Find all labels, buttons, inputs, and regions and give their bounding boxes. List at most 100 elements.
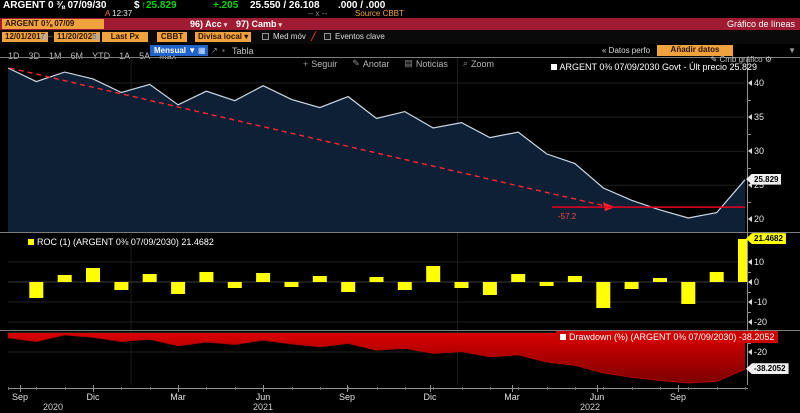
yields: .000 / .000: [338, 0, 386, 11]
moving-average-checkbox[interactable]: [262, 33, 269, 40]
range-button-5a[interactable]: 5A: [139, 51, 151, 61]
x-axis-minor-tick: [93, 387, 94, 390]
y-axis-tick-label: 0: [748, 277, 759, 287]
chart-tool-label: Noticias: [415, 58, 448, 69]
chart-tool-label: Seguir: [311, 58, 338, 69]
range-selector-row: 1D 3D 1M 6M YTD 1A 5A Máx Mensual ▼ ▦ ↗ ▪ Tabla…: [0, 44, 800, 61]
y-axis-minor-tick: [747, 272, 751, 273]
price-source: Source CBBT: [355, 9, 404, 18]
y-axis-line: [747, 57, 748, 389]
roc-series-legend[interactable]: ROC (1) (ARGENT 0⅜ 07/09/2030) 21.4682: [28, 237, 214, 247]
y-axis-minor-tick: [747, 342, 751, 344]
x-axis-minor-tick: [121, 387, 123, 390]
x-axis-minor-tick: [716, 387, 718, 390]
security-header-bar: ARGENT 0 ⅜ 07/09/30 $ ↑25.829 +.205 25.5…: [0, 0, 800, 18]
chevron-down-icon: ▾: [278, 22, 283, 29]
x-axis-minor-tick: [376, 387, 378, 390]
x-axis-minor-tick: [149, 387, 151, 390]
x-axis-minor-tick: [206, 387, 208, 390]
panel-separator: [0, 57, 800, 58]
date-from-input[interactable]: 12/01/2017: [2, 32, 49, 42]
x-axis-minor-tick: [234, 387, 236, 390]
y-axis-tick-label: 20: [748, 214, 764, 224]
x-axis-month-label: Mar: [504, 392, 520, 402]
session-time: A 12:37: [105, 9, 133, 18]
y-axis-minor-tick: [747, 168, 751, 170]
edit-chart-button[interactable]: ✎ Cmb gráfico ⚙: [710, 55, 772, 64]
chart-type-bar-icon[interactable]: ▦: [196, 45, 208, 56]
chevron-down-icon: ▾: [223, 22, 228, 29]
chart-tool-label: Zoom: [470, 58, 494, 69]
x-axis-tick: [596, 385, 598, 392]
session-flag: A: [105, 9, 110, 18]
y-axis-tick-label: -20: [748, 347, 767, 357]
moving-average-line-icon: ╱: [311, 32, 316, 41]
date-separator: –: [48, 32, 53, 41]
x-axis-minor-tick: [489, 387, 491, 390]
pricing-source-select[interactable]: CBBT: [157, 32, 187, 42]
range-button-ytd[interactable]: YTD: [92, 51, 111, 61]
price-chart-panel[interactable]: -57.2: [0, 57, 747, 232]
price-field-select[interactable]: Last Px: [102, 32, 148, 42]
key-events-checkbox[interactable]: [324, 33, 331, 40]
x-axis-month-label: Sep: [669, 392, 686, 402]
legend-swatch: [28, 239, 34, 245]
cross-indicator: -- x --: [308, 9, 328, 18]
x-axis-tick: [262, 385, 264, 392]
x-axis-minor-tick: [319, 387, 321, 390]
legend-swatch: [550, 64, 557, 70]
chart-tool-seguir[interactable]: + Seguir: [303, 58, 337, 69]
y-axis-minor-tick: [747, 312, 751, 313]
security-input[interactable]: ARGENT 0⅜ 07/09: [2, 19, 104, 29]
range-buttons: 1D 3D 1M 6M YTD 1A 5A Máx: [8, 46, 185, 64]
x-axis-month-label: Dic: [423, 392, 437, 402]
x-axis-minor-tick: [8, 387, 9, 390]
x-axis-tick: [19, 385, 21, 392]
chart-tool-noticias[interactable]: ▤ Noticias: [404, 58, 448, 69]
y-axis-minor-tick: [747, 202, 751, 204]
range-button-1a[interactable]: 1A: [119, 51, 131, 61]
roc-chart-panel[interactable]: [0, 232, 747, 330]
drawdown-series-legend[interactable]: Drawdown (%) (ARGENT 0⅜ 07/09/2030) -38.…: [556, 331, 779, 343]
currency-select[interactable]: Divisa local ▾: [195, 32, 252, 42]
period-dropdown[interactable]: Mensual ▼: [150, 45, 201, 56]
y-axis-tick-label: 10: [748, 257, 764, 267]
x-axis-minor-tick: [660, 387, 661, 390]
range-button-6m[interactable]: 6M: [70, 51, 84, 61]
moving-average-label: Med móv: [273, 32, 306, 41]
calendar-icon[interactable]: ▦: [40, 32, 48, 41]
calendar-icon[interactable]: ▦: [92, 32, 100, 41]
range-button-1m[interactable]: 1M: [49, 51, 62, 61]
up-arrow-icon: ↑: [141, 0, 146, 11]
chart-type-line-icon[interactable]: ↗: [211, 46, 218, 55]
date-to-input[interactable]: 11/20/2025: [54, 32, 100, 42]
price-series-legend[interactable]: ARGENT 0⅜ 07/09/2030 Govt - Últ precio 2…: [550, 62, 757, 72]
y-axis-tick-label: -10: [748, 297, 767, 307]
x-axis-tick: [92, 385, 94, 392]
crosshair-icon: +: [303, 58, 309, 69]
chart-tool-zoom[interactable]: ⌕ Zoom: [463, 58, 494, 69]
magnifier-icon: ⌕: [462, 58, 468, 68]
x-axis-year-label: 2022: [579, 402, 601, 412]
range-button-3d[interactable]: 3D: [28, 51, 41, 61]
x-axis-minor-tick: [518, 387, 520, 390]
x-axis-minor-tick: [348, 387, 350, 390]
range-button-máx[interactable]: Máx: [159, 51, 177, 61]
chart-tool-anotar[interactable]: ✎ Anotar: [352, 58, 389, 69]
x-axis: Sep Dic Mar Jun Sep Dic Mar Jun Sep 2020 2021 2022: [0, 385, 800, 413]
actions-menu[interactable]: 96) Acc ▾: [190, 19, 228, 29]
y-axis-minor-tick: [747, 100, 751, 102]
add-data-button[interactable]: Añadir datos: [657, 45, 733, 56]
chart-type-dot-icon[interactable]: ▪: [222, 46, 225, 55]
range-button-1d[interactable]: 1D: [8, 51, 20, 61]
x-axis-year-label: 2021: [252, 402, 274, 412]
x-axis-month-label: Mar: [170, 392, 186, 402]
dropdown-arrow-icon[interactable]: ▼: [788, 46, 796, 55]
pencil-icon: ✎: [352, 58, 360, 68]
currency-symbol: $: [134, 0, 140, 11]
edit-menu[interactable]: 97) Camb ▾: [236, 19, 283, 29]
performance-data-button[interactable]: « Datos perfo: [602, 46, 651, 55]
y-axis-tick-label: 35: [748, 112, 764, 122]
table-button[interactable]: Tabla: [232, 46, 254, 56]
